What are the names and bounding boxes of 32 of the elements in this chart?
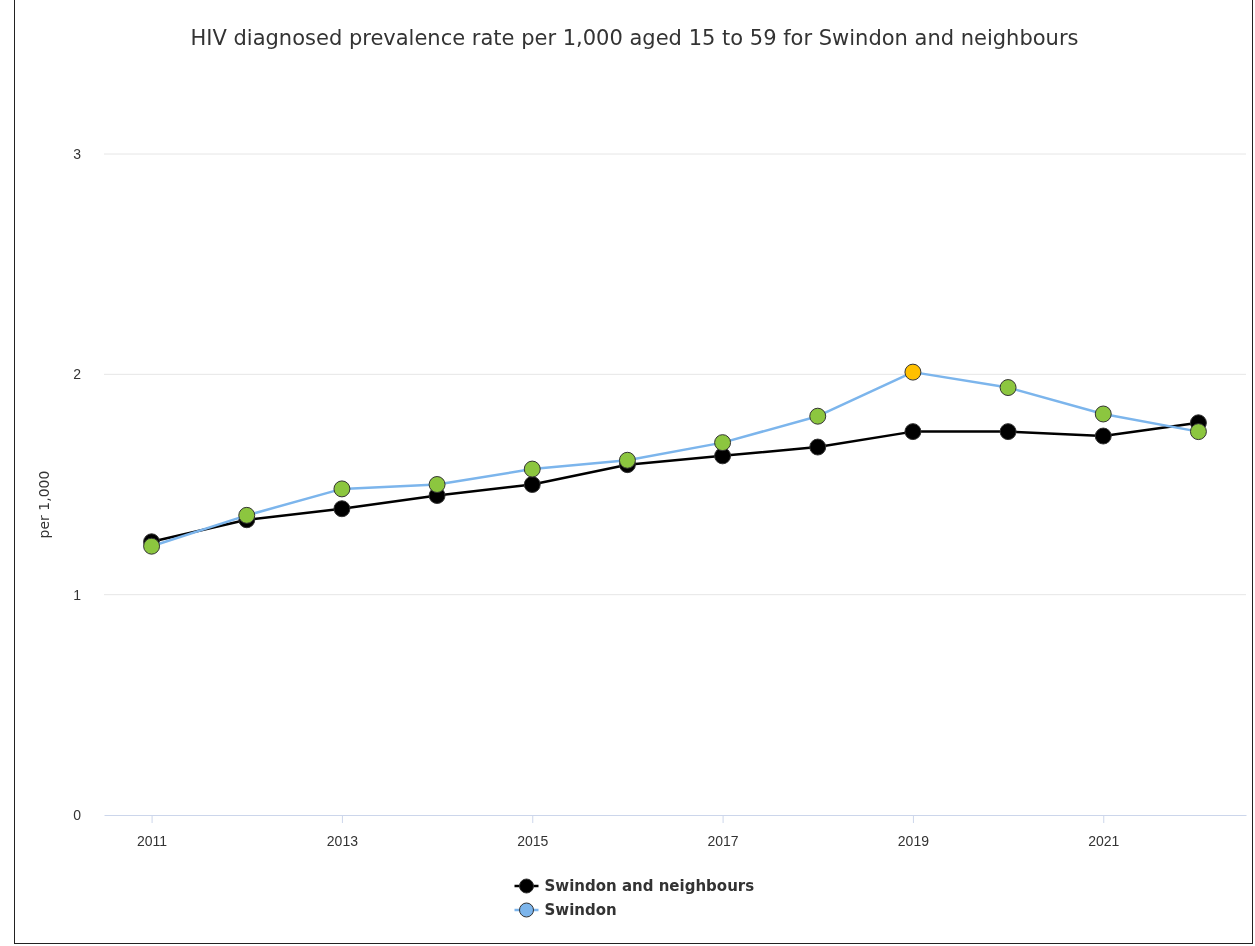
point: [333, 480, 351, 498]
point: [333, 500, 351, 518]
point: [999, 423, 1017, 441]
point: [1189, 423, 1207, 441]
point: [1094, 405, 1112, 423]
x-tick-label: 2011: [137, 832, 168, 849]
point: [904, 363, 922, 381]
x-tick-label: 2015: [517, 832, 549, 849]
point: [999, 379, 1017, 397]
y-axis-title: per 1,000: [36, 470, 52, 539]
point: [523, 460, 541, 478]
point: [618, 451, 636, 469]
legend-label: Swindon and neighbours: [544, 877, 755, 896]
y-tick-label: 2: [73, 366, 82, 383]
x-tick-label: 2017: [707, 832, 739, 849]
x-tick-label: 2021: [1088, 832, 1120, 849]
point: [1094, 427, 1112, 445]
point: [904, 423, 922, 441]
point: [143, 537, 161, 555]
point: [238, 506, 256, 524]
legend-label: Swindon: [544, 901, 617, 920]
y-tick-label: 0: [73, 806, 82, 823]
point: [428, 476, 446, 493]
chart-title: HIV diagnosed prevalence rate per 1,000 aged 15 to 59 for Swindon and neighbours: [190, 26, 1079, 50]
point: [523, 476, 541, 493]
x-tick-label: 2013: [326, 832, 359, 849]
y-tick-label: 3: [73, 145, 82, 162]
point: [714, 434, 732, 452]
y-tick-label: 1: [73, 586, 82, 603]
point: [809, 438, 827, 456]
point: [809, 407, 827, 425]
x-tick-label: 2019: [897, 832, 930, 849]
